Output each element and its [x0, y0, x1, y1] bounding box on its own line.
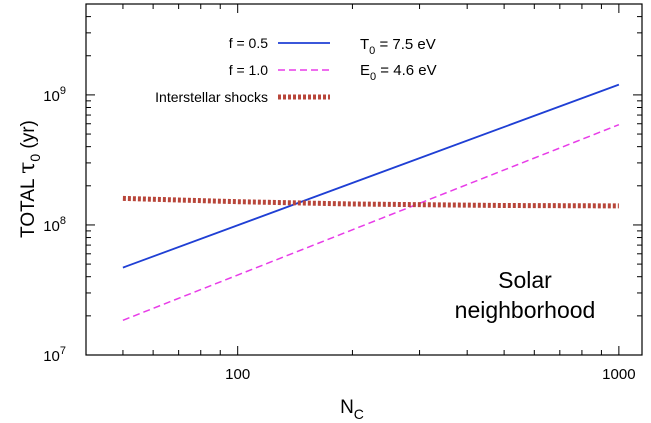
x-axis-label: NC [340, 397, 364, 422]
series-lines [122, 83, 620, 321]
annotation-t0: T0 = 7.5 eV [360, 36, 436, 57]
x-tick-label: 1000 [602, 366, 635, 383]
legend-label: f = 0.5 [229, 35, 269, 51]
series-line-1 [122, 83, 620, 269]
axis-ticks: 100 1000 107 108 109 [43, 3, 642, 383]
region-label-line-1: Solar [498, 267, 552, 293]
series-line-3 [122, 195, 619, 209]
annotation-e0: E0 = 4.6 eV [360, 62, 437, 83]
plot-frame [85, 3, 643, 356]
region-label-line-2: neighborhood [455, 297, 596, 323]
y-tick-label: 109 [43, 85, 66, 105]
series-line-2 [122, 124, 620, 321]
y-axis-label: TOTAL τ0 (yr) [15, 120, 43, 238]
y-tick-label: 108 [43, 215, 66, 235]
legend-label: f = 1.0 [229, 62, 269, 78]
legend: f = 0.5 f = 1.0 Interstellar shocks [155, 35, 330, 105]
y-tick-label: 107 [43, 345, 66, 365]
legend-label: Interstellar shocks [155, 89, 268, 105]
x-tick-label: 100 [225, 366, 250, 383]
